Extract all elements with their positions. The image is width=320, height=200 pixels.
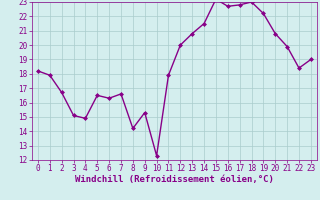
X-axis label: Windchill (Refroidissement éolien,°C): Windchill (Refroidissement éolien,°C) (75, 175, 274, 184)
